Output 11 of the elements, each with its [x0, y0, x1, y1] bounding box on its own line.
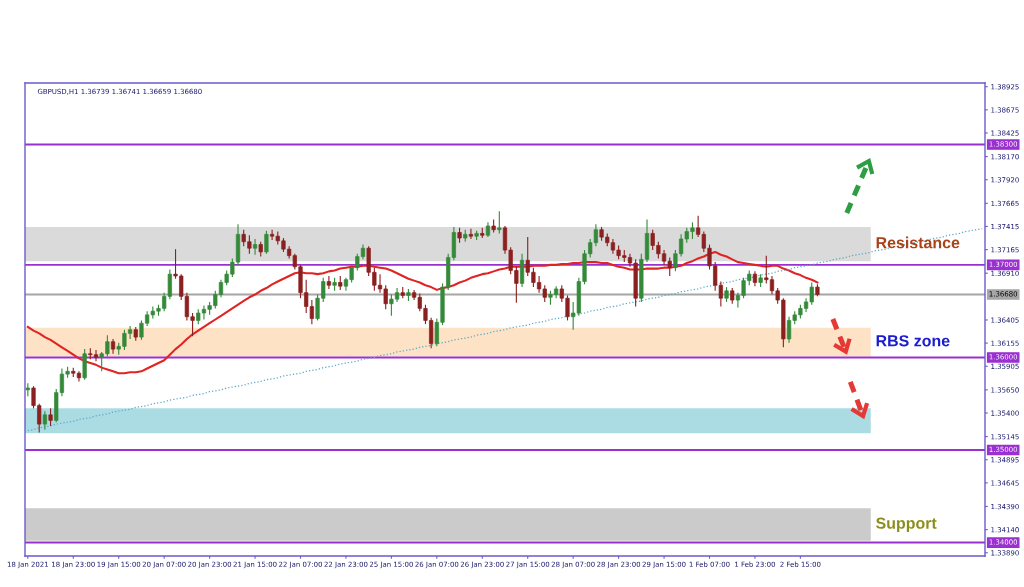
candlestick [468, 228, 474, 240]
candlestick [519, 253, 525, 288]
band-label: Resistance [876, 236, 960, 249]
candlestick [497, 210, 502, 234]
candlestick [42, 410, 47, 431]
band-label: RBS zone [876, 335, 950, 347]
candlestick [264, 230, 269, 255]
candlestick [252, 238, 258, 256]
line-series [27, 228, 983, 432]
candlestick [326, 275, 332, 290]
band-label: Support [876, 517, 937, 532]
